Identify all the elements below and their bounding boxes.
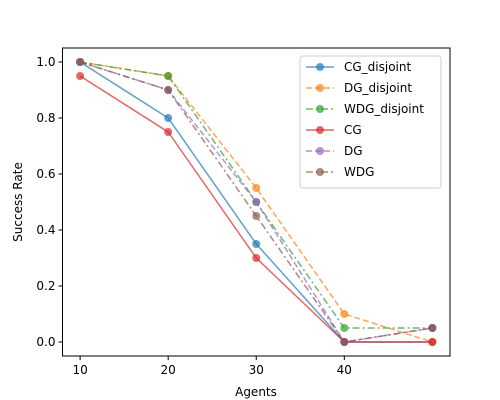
y-tick-label: 0.4 xyxy=(36,223,55,237)
series-line-dg-disjoint xyxy=(79,61,433,343)
data-point-cg-disjoint-30 xyxy=(252,240,261,248)
legend-label: WDG_disjoint xyxy=(344,102,424,116)
legend: CG_disjoint DG_disjoint WDG_disjoint CG DG WD… xyxy=(299,55,442,189)
data-point-cg-10 xyxy=(76,72,85,80)
data-point-wdg-10 xyxy=(76,58,85,66)
data-point-cg-50 xyxy=(428,338,437,346)
y-tick-label: 0.6 xyxy=(36,167,55,181)
x-tick-label: 10 xyxy=(72,363,87,377)
data-point-cg-20 xyxy=(164,128,173,136)
y-axis-label: Success Rate xyxy=(11,162,25,242)
y-tick-label: 0.2 xyxy=(36,279,55,293)
x-tick-label: 30 xyxy=(249,363,264,377)
y-tick-label: 1.0 xyxy=(36,55,55,69)
data-point-wdg-20 xyxy=(164,86,173,94)
data-point-dg-disjoint-40 xyxy=(340,310,349,318)
legend-item-wdg: WDG xyxy=(306,165,374,179)
legend-swatch-marker xyxy=(316,168,324,176)
y-axis: 0.0 0.2 0.4 0.6 0.8 1.0 xyxy=(36,55,63,349)
legend-swatch-marker xyxy=(316,126,324,134)
legend-swatch-marker xyxy=(316,147,324,155)
x-tick-label: 40 xyxy=(337,363,352,377)
legend-swatch-marker xyxy=(316,63,324,71)
legend-label: WDG xyxy=(344,165,374,179)
data-point-wdg-disjoint-20 xyxy=(164,72,173,80)
data-point-wdg-50 xyxy=(428,324,437,332)
legend-label: DG_disjoint xyxy=(344,81,412,95)
legend-label: CG_disjoint xyxy=(344,60,411,74)
legend-item-wdg-disjoint: WDG_disjoint xyxy=(306,102,424,116)
legend-swatch-marker xyxy=(316,105,324,113)
legend-box xyxy=(299,55,442,189)
data-point-dg-disjoint-30 xyxy=(252,184,261,192)
legend-label: DG xyxy=(344,144,363,158)
y-tick-label: 0.8 xyxy=(36,111,55,125)
legend-item-cg-disjoint: CG_disjoint xyxy=(306,60,411,74)
x-axis: 10 20 30 40 xyxy=(72,356,352,377)
x-axis-label: Agents xyxy=(235,385,277,399)
data-point-cg-30 xyxy=(252,254,261,262)
data-point-cg-disjoint-20 xyxy=(164,114,173,122)
y-tick-label: 0.0 xyxy=(36,335,55,349)
data-point-wdg-disjoint-40 xyxy=(340,324,349,332)
legend-item-dg: DG xyxy=(306,144,363,158)
legend-item-cg: CG xyxy=(306,123,362,137)
x-tick-label: 20 xyxy=(161,363,176,377)
data-point-wdg-40 xyxy=(340,338,349,346)
series-layer xyxy=(76,58,437,346)
legend-label: CG xyxy=(344,123,362,137)
legend-item-dg-disjoint: DG_disjoint xyxy=(306,81,412,95)
data-point-dg-30 xyxy=(252,198,261,206)
data-point-wdg-30 xyxy=(252,212,261,220)
legend-swatch-marker xyxy=(316,84,324,92)
